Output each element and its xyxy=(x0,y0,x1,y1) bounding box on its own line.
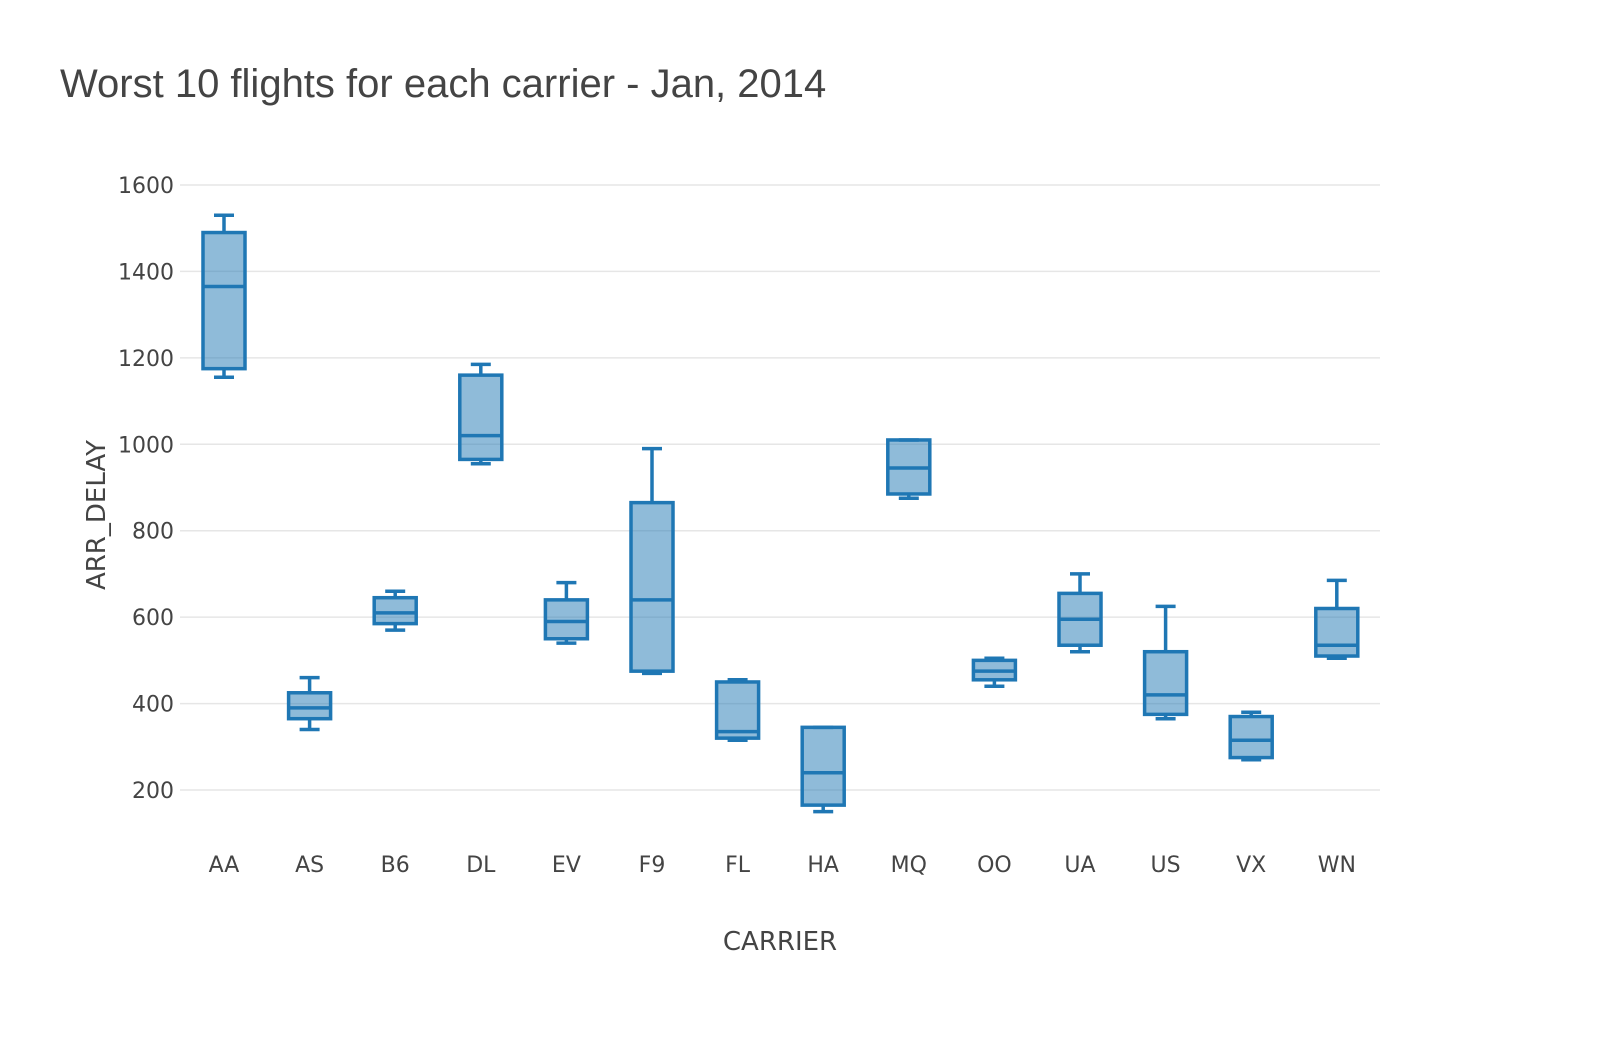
y-axis-ticks: 200 400 600 800 1000 1200 1400 1600 xyxy=(118,174,174,804)
interquartile-box xyxy=(1314,606,1360,658)
interquartile-box xyxy=(372,595,418,626)
box-us xyxy=(1142,604,1189,721)
gridlines xyxy=(180,184,1380,791)
box-fl xyxy=(714,678,761,743)
y-tick-label: 200 xyxy=(132,779,174,804)
interquartile-box xyxy=(1142,649,1189,717)
box-b6 xyxy=(372,589,418,632)
boxes xyxy=(201,213,1360,814)
x-tick-label: AA xyxy=(209,853,240,878)
box-dl xyxy=(458,362,504,466)
y-tick-label: 1600 xyxy=(118,174,174,199)
x-tick-label: HA xyxy=(807,853,839,878)
x-tick-label: F9 xyxy=(639,853,666,878)
y-axis-title: ARR_DELAY xyxy=(82,440,112,590)
box-ha xyxy=(800,725,846,814)
x-tick-label: MQ xyxy=(891,853,927,878)
chart-title: Worst 10 flights for each carrier - Jan,… xyxy=(60,62,826,106)
interquartile-box xyxy=(543,598,590,641)
x-tick-label: AS xyxy=(295,853,324,878)
x-tick-label: VX xyxy=(1236,853,1266,878)
box-ev xyxy=(543,580,590,645)
box-ua xyxy=(1057,572,1103,654)
box-as xyxy=(286,675,333,732)
interquartile-box xyxy=(201,230,247,371)
x-tick-label: B6 xyxy=(381,853,410,878)
y-tick-label: 1400 xyxy=(118,260,174,285)
y-tick-label: 400 xyxy=(132,693,174,718)
interquartile-box xyxy=(800,725,846,807)
y-tick-label: 1000 xyxy=(118,433,174,458)
y-tick-label: 600 xyxy=(132,606,174,631)
x-axis-title: CARRIER xyxy=(723,927,837,957)
box-mq xyxy=(886,438,932,501)
box-aa xyxy=(201,213,247,380)
box-oo xyxy=(971,656,1018,689)
y-tick-label: 800 xyxy=(132,520,174,545)
x-axis-ticks: AA AS B6 DL EV F9 FL HA MQ OO UA US VX WN xyxy=(209,853,1356,878)
x-tick-label: DL xyxy=(466,853,496,878)
interquartile-box xyxy=(714,680,761,740)
x-tick-label: FL xyxy=(725,853,751,878)
interquartile-box xyxy=(458,373,504,462)
interquartile-box xyxy=(286,691,333,721)
x-tick-label: UA xyxy=(1064,853,1095,878)
interquartile-box xyxy=(629,500,675,673)
interquartile-box xyxy=(1228,714,1274,760)
y-tick-label: 1200 xyxy=(118,347,174,372)
x-tick-label: US xyxy=(1151,853,1181,878)
x-tick-label: WN xyxy=(1318,853,1356,878)
box-vx xyxy=(1228,710,1274,762)
box-wn xyxy=(1314,578,1360,660)
x-tick-label: OO xyxy=(977,853,1012,878)
x-tick-label: EV xyxy=(552,853,581,878)
box-f9 xyxy=(629,446,675,676)
